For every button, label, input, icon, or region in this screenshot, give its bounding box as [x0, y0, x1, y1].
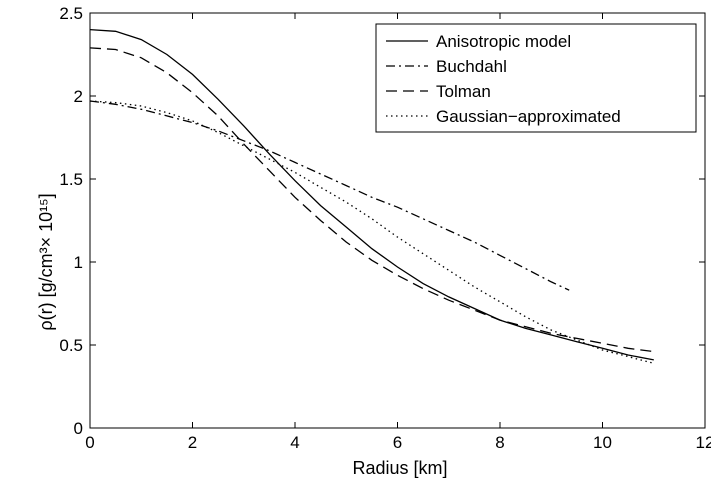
series-line-3 — [89, 47, 654, 353]
legend-label: Gaussian−approximated — [436, 107, 621, 126]
x-axis: 0 2 4 6 8 10 12 — [85, 13, 711, 452]
x-tick-label: 4 — [290, 433, 299, 452]
x-axis-label: Radius [km] — [352, 458, 447, 478]
y-tick-label: 2 — [74, 87, 83, 106]
legend: Anisotropic model Buchdahl Tolman Gaussian−… — [375, 23, 697, 133]
x-tick-label: 0 — [85, 433, 94, 452]
y-tick-label: 1 — [74, 253, 83, 272]
y-tick-label: 0 — [74, 419, 83, 438]
x-tick-label: 8 — [495, 433, 504, 452]
y-tick-label: 2.5 — [59, 4, 83, 23]
legend-label: Buchdahl — [436, 57, 507, 76]
y-axis: 0 0.5 1 1.5 2 2.5 — [59, 4, 705, 438]
x-tick-label: 12 — [696, 433, 711, 452]
x-tick-label: 6 — [393, 433, 402, 452]
legend-box — [375, 23, 697, 133]
y-tick-label: 1.5 — [59, 170, 83, 189]
series-line-4 — [89, 100, 654, 364]
legend-label: Anisotropic model — [436, 32, 571, 51]
series-line-1 — [89, 28, 654, 361]
legend-label: Tolman — [436, 82, 491, 101]
series-line-2 — [89, 100, 570, 291]
x-tick-label: 2 — [188, 433, 197, 452]
x-tick-label: 10 — [593, 433, 612, 452]
y-axis-label: ρ(r) [g/cm³× 10¹⁵] — [36, 193, 56, 330]
y-tick-label: 0.5 — [59, 336, 83, 355]
